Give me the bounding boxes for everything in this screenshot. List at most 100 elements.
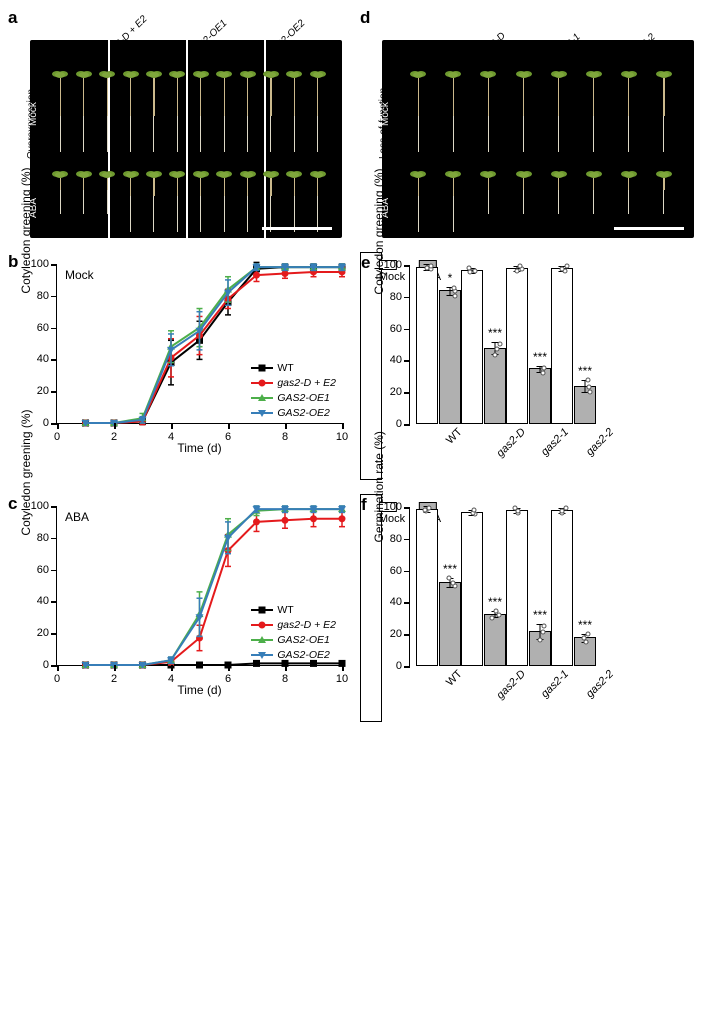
chart-c-legend: WTgas2-D + E2GAS2-OE1GAS2-OE2 [251, 603, 336, 663]
panel-b: b Mock Cotyledon greening (%) Time (d) W… [8, 252, 342, 464]
seedling [313, 72, 323, 152]
bar: *** [529, 631, 551, 666]
seedling [289, 172, 299, 232]
panel-e-label: e [361, 253, 370, 273]
seedling [196, 72, 206, 152]
label-mock-d: Mock [380, 102, 391, 126]
bar [416, 509, 438, 666]
seedling [126, 172, 136, 232]
panel-f: f Mock ABA Germination rate (%) ***WT***… [360, 494, 382, 722]
seedling [519, 72, 529, 152]
bar: *** [574, 386, 596, 424]
seedling [483, 172, 493, 232]
seedlings-mock [49, 72, 330, 152]
seedling [589, 72, 599, 152]
bar: *** [484, 348, 506, 424]
seedling [126, 72, 136, 152]
panel-c-label: c [8, 494, 17, 514]
seedling [313, 172, 323, 232]
bar-group: ***gas2-2 [551, 268, 596, 424]
seedling [79, 172, 89, 232]
legend-item: WT [251, 361, 336, 375]
seedling [266, 72, 276, 152]
seedling [624, 172, 634, 232]
panel-c: c ABA Cotyledon greening (%) Time (d) WT… [8, 494, 342, 706]
chart-f: Mock ABA Germination rate (%) ***WT***ga… [409, 507, 410, 667]
panel-d-label: d [360, 8, 370, 28]
seedlings-aba [49, 172, 330, 232]
seedling [149, 72, 159, 152]
bar [461, 270, 483, 424]
panel-a-photo: Overexpression Mock ABA [30, 40, 342, 238]
bar [506, 510, 528, 666]
seedling [55, 72, 65, 152]
bar-group: ***gas2-D [461, 270, 506, 424]
bar-group: ***WT [416, 509, 461, 666]
seedlings-aba-d [401, 172, 682, 232]
bar: * [439, 290, 461, 424]
chart-b-legend: WTgas2-D + E2GAS2-OE1GAS2-OE2 [251, 361, 336, 421]
bar-group: ***gas2-2 [551, 510, 596, 666]
seedling [483, 72, 493, 152]
seedling [172, 172, 182, 232]
bar-group: ***gas2-1 [506, 510, 551, 666]
panel-f-label: f [361, 495, 367, 515]
seedling [219, 172, 229, 232]
seedling [413, 72, 423, 152]
seedling [554, 172, 564, 232]
seedling [589, 172, 599, 232]
bar-group: *WT [416, 267, 461, 424]
chart-e: Mock ABA Cotyledon greening (%) *WT***ga… [409, 265, 410, 425]
seedling [172, 72, 182, 152]
seedlings-mock-d [401, 72, 682, 152]
bar [416, 267, 438, 424]
scalebar-d [614, 227, 684, 230]
bar-group: ***gas2-1 [506, 268, 551, 424]
seedling [413, 172, 423, 232]
panel-a: a WT gas2-D + E2 GAS2-OE1 GAS2-OE2 Overe… [8, 8, 342, 238]
panel-d-photo: Loss-of-function Mock ABA [382, 40, 694, 238]
chart-e-bars: *WT***gas2-D***gas2-1***gas2-2 [410, 265, 422, 424]
bar: *** [574, 637, 596, 666]
bar-group: ***gas2-D [461, 512, 506, 666]
legend-item: WT [251, 603, 336, 617]
bar [551, 268, 573, 424]
seedling [102, 172, 112, 232]
seedling [149, 172, 159, 232]
panel-d: d WT gas2-D gas2-1 gas2-2 Loss-of-functi… [360, 8, 694, 238]
seedling [196, 172, 206, 232]
seedling [448, 72, 458, 152]
panel-b-label: b [8, 252, 18, 272]
chart-c: ABA Cotyledon greening (%) Time (d) WTga… [56, 506, 342, 666]
chart-b-xlabel: Time (d) [177, 441, 221, 455]
chart-c-xlabel: Time (d) [177, 683, 221, 697]
seedling [79, 72, 89, 152]
seedling [624, 72, 634, 152]
seedling [554, 72, 564, 152]
seedling [102, 72, 112, 152]
seedling [519, 172, 529, 232]
chart-b-ylabel: Cotyledon greening (%) [19, 167, 33, 293]
seedling [659, 172, 669, 232]
bar [461, 512, 483, 666]
scalebar-a [262, 227, 332, 230]
seedling [289, 72, 299, 152]
chart-f-ylabel: Germination rate (%) [372, 431, 386, 542]
seedling [448, 172, 458, 232]
bar: *** [439, 582, 461, 666]
seedling [55, 172, 65, 232]
label-mock: Mock [28, 102, 39, 126]
seedling [266, 172, 276, 232]
seedling [243, 172, 253, 232]
seedling [243, 72, 253, 152]
bar: *** [484, 614, 506, 666]
bar [551, 510, 573, 666]
bar [506, 268, 528, 424]
chart-c-ylabel: Cotyledon greening (%) [19, 409, 33, 535]
chart-b: Mock Cotyledon greening (%) Time (d) WTg… [56, 264, 342, 424]
seedling [659, 72, 669, 152]
chart-e-ylabel: Cotyledon greening (%) [372, 168, 386, 294]
chart-f-bars: ***WT***gas2-D***gas2-1***gas2-2 [410, 507, 422, 666]
panel-a-label: a [8, 8, 17, 28]
seedling [219, 72, 229, 152]
